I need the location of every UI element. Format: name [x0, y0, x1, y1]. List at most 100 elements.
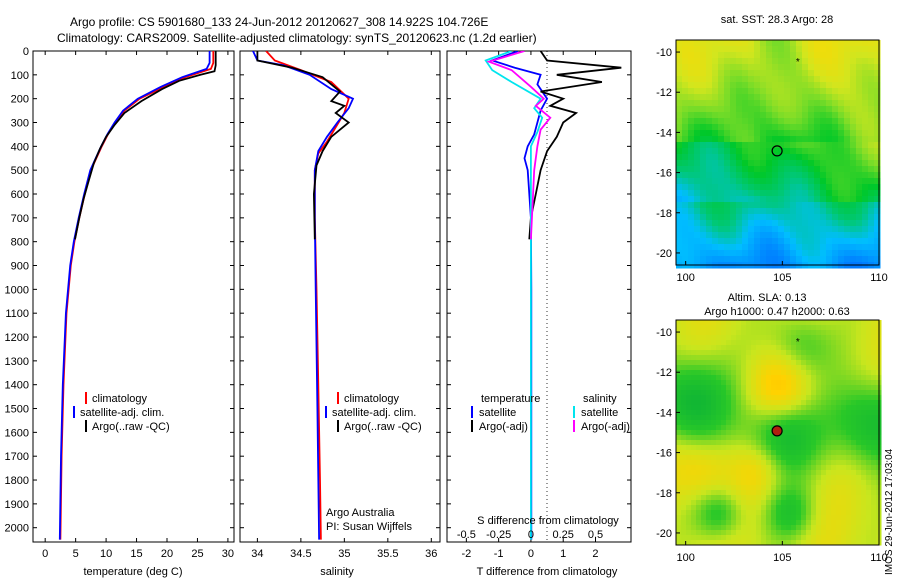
- map-cell: [778, 88, 785, 95]
- map-cell: [772, 76, 779, 83]
- map-cell: [802, 244, 809, 251]
- map-cell: [846, 335, 852, 341]
- map-cell: [791, 440, 797, 446]
- map-cell: [874, 40, 881, 47]
- map-x-tick-label: 110: [870, 552, 888, 564]
- map-cell: [741, 320, 747, 326]
- map-cell: [776, 415, 782, 421]
- map-cell: [736, 106, 743, 113]
- map-cell: [730, 172, 737, 179]
- map-y-tick-label: -14: [656, 407, 672, 419]
- map-cell: [756, 470, 762, 476]
- map-cell: [778, 256, 785, 263]
- map-cell: [778, 202, 785, 209]
- map-cell: [826, 106, 833, 113]
- map-cell: [676, 58, 683, 65]
- map-cell: [781, 365, 787, 371]
- map-cell: [790, 40, 797, 47]
- map-cell: [838, 154, 845, 161]
- map-cell: [808, 202, 815, 209]
- map-cell: [721, 495, 727, 501]
- series-argo-raw-qc-: [74, 51, 217, 240]
- map-cell: [761, 430, 767, 436]
- map-cell: [756, 440, 762, 446]
- map-cell: [721, 530, 727, 536]
- map-cell: [696, 465, 702, 471]
- map-cell: [766, 46, 773, 53]
- map-cell: [696, 320, 702, 326]
- map-cell: [748, 112, 755, 119]
- map-cell: [776, 520, 782, 526]
- map-cell: [816, 445, 822, 451]
- float-track-marker: *: [796, 57, 800, 68]
- map-cell: [816, 495, 822, 501]
- map-cell: [701, 480, 707, 486]
- map-cell: [871, 455, 877, 461]
- map-cell: [724, 112, 731, 119]
- map-cell: [701, 455, 707, 461]
- map-cell: [861, 380, 867, 386]
- map-cell: [811, 535, 817, 541]
- map-cell: [676, 220, 683, 227]
- map-cell: [846, 505, 852, 511]
- map-cell: [832, 130, 839, 137]
- map-cell: [736, 500, 742, 506]
- map-cell: [731, 510, 737, 516]
- map-cell: [746, 425, 752, 431]
- map-cell: [706, 335, 712, 341]
- map-cell: [861, 490, 867, 496]
- map-cell: [724, 100, 731, 107]
- map-cell: [756, 400, 762, 406]
- map-cell: [760, 64, 767, 71]
- map-cell: [748, 166, 755, 173]
- map-cell: [851, 355, 857, 361]
- map-cell: [772, 238, 779, 245]
- map-cell: [781, 525, 787, 531]
- map-cell: [742, 232, 749, 239]
- map-cell: [786, 460, 792, 466]
- map-cell: [701, 450, 707, 456]
- map-cell: [766, 340, 772, 346]
- map-cell: [871, 340, 877, 346]
- map-cell: [756, 485, 762, 491]
- map-cell: [721, 535, 727, 541]
- map-cell: [712, 154, 719, 161]
- map-cell: [784, 232, 791, 239]
- map-cell: [706, 178, 713, 185]
- map-cell: [676, 82, 683, 89]
- map-cell: [746, 525, 752, 531]
- map-cell: [801, 505, 807, 511]
- map-cell: [786, 500, 792, 506]
- map-cell: [851, 465, 857, 471]
- map-cell: [796, 530, 802, 536]
- map-cell: [694, 64, 701, 71]
- map-cell: [694, 196, 701, 203]
- map-cell: [716, 370, 722, 376]
- map-cell: [721, 485, 727, 491]
- map-cell: [831, 370, 837, 376]
- map-cell: [718, 46, 725, 53]
- map-cell: [706, 510, 712, 516]
- map-cell: [771, 410, 777, 416]
- map-cell: [681, 460, 687, 466]
- map-cell: [706, 350, 712, 356]
- map-cell: [861, 525, 867, 531]
- map-cell: [801, 500, 807, 506]
- map-cell: [756, 450, 762, 456]
- map-cell: [771, 400, 777, 406]
- map-cell: [856, 445, 862, 451]
- map-cell: [686, 355, 692, 361]
- map-cell: [741, 495, 747, 501]
- map-cell: [874, 232, 881, 239]
- map-cell: [796, 70, 803, 77]
- map-cell: [781, 390, 787, 396]
- map-cell: [696, 485, 702, 491]
- map-cell: [866, 330, 872, 336]
- map-cell: [681, 400, 687, 406]
- map-cell: [850, 70, 857, 77]
- map-cell: [816, 325, 822, 331]
- map-cell: [776, 525, 782, 531]
- map-cell: [776, 470, 782, 476]
- map-cell: [760, 136, 767, 143]
- map-cell: [841, 475, 847, 481]
